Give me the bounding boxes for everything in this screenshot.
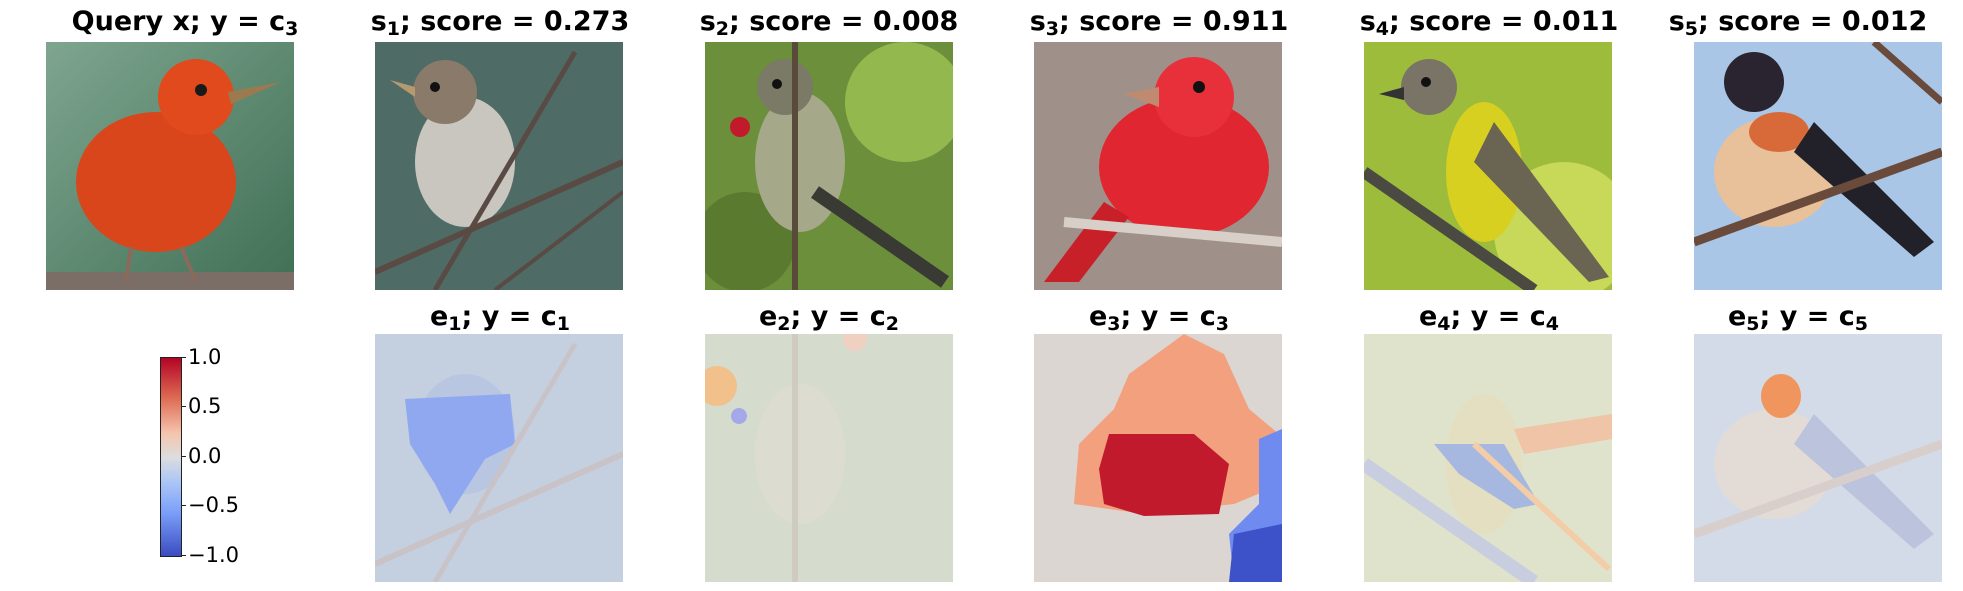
colorbar-tick-label: 0.5: [188, 394, 222, 418]
similar-bird-image-3: [1034, 42, 1282, 290]
explanation-heatmap-1: [375, 334, 623, 582]
colorbar-tick: [181, 505, 186, 506]
colorbar-tick: [181, 357, 186, 358]
similar-bird-image-2: [705, 42, 953, 290]
explanation-heatmap-2: [705, 334, 953, 582]
explanation-heatmap-5: [1694, 334, 1942, 582]
similar-bird-image-4: [1364, 42, 1612, 290]
colorbar: [160, 357, 182, 557]
colorbar-tick-label: 0.0: [188, 444, 222, 468]
colorbar-tick: [181, 406, 186, 407]
query-title: Query x; y = c3: [71, 6, 299, 40]
similar-bird-image-1: [375, 42, 623, 290]
colorbar-tick: [181, 456, 186, 457]
colorbar-tick-label: −1.0: [188, 543, 239, 567]
colorbar-tick: [181, 555, 186, 556]
explanation-title-2: e2; y = c2: [758, 301, 899, 335]
query-bird-image: [46, 42, 294, 290]
similar-title-4: s4; score = 0.011: [1359, 6, 1619, 40]
explanation-title-3: e3; y = c3: [1088, 301, 1229, 335]
similar-title-3: s3; score = 0.911: [1029, 6, 1289, 40]
explanation-title-1: e1; y = c1: [429, 301, 570, 335]
similar-title-1: s1; score = 0.273: [370, 6, 630, 40]
colorbar-tick-label: 1.0: [188, 345, 222, 369]
explanation-title-4: e4; y = c4: [1418, 301, 1559, 335]
similar-title-2: s2; score = 0.008: [699, 6, 959, 40]
colorbar-tick-label: −0.5: [188, 493, 239, 517]
similar-title-5: s5; score = 0.012: [1668, 6, 1928, 40]
similar-bird-image-5: [1694, 42, 1942, 290]
explanation-heatmap-4: [1364, 334, 1612, 582]
explanation-title-5: e5; y = c5: [1727, 301, 1868, 335]
explanation-heatmap-3: [1034, 334, 1282, 582]
